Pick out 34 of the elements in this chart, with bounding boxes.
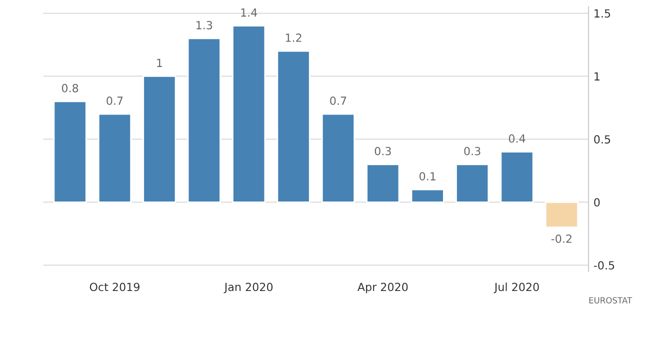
y-tick-label: 0 — [594, 198, 600, 207]
bar — [232, 25, 266, 203]
y-tick-label: -0.5 — [594, 261, 614, 270]
y-tick-label: 1 — [594, 72, 600, 80]
data-label: 1.2 — [286, 34, 302, 42]
bar — [321, 113, 356, 203]
data-label: 0.1 — [420, 172, 436, 180]
bar — [500, 151, 534, 203]
bar — [366, 164, 400, 203]
data-label: 0.3 — [374, 146, 391, 156]
bar — [98, 113, 132, 203]
y-tick-label: 1.5 — [594, 9, 610, 18]
data-label: 1.4 — [241, 8, 258, 17]
bar — [544, 201, 578, 228]
bar — [187, 38, 221, 203]
data-label: 1 — [157, 58, 162, 67]
data-label: 0.7 — [106, 96, 123, 105]
x-tick-label: Apr 2020 — [357, 282, 408, 294]
bar — [276, 50, 310, 203]
bar — [142, 76, 176, 203]
x-tick-label: Jan 2020 — [224, 282, 273, 294]
text: EUROSTAT — [589, 297, 632, 304]
data-label: -0.2 — [551, 234, 572, 243]
data-label: 0.7 — [330, 96, 346, 105]
bar — [410, 188, 444, 203]
bar — [456, 164, 490, 203]
data-label: 1.3 — [196, 20, 212, 30]
data-label: 0.3 — [464, 146, 480, 156]
x-tick-label: Jul 2020 — [494, 282, 539, 294]
y-tick-label: 0.5 — [594, 135, 610, 144]
x-tick-label: Oct 2019 — [90, 282, 140, 292]
bar — [53, 100, 87, 203]
data-label: 0.8 — [62, 84, 78, 92]
data-label: 0.4 — [508, 134, 526, 143]
